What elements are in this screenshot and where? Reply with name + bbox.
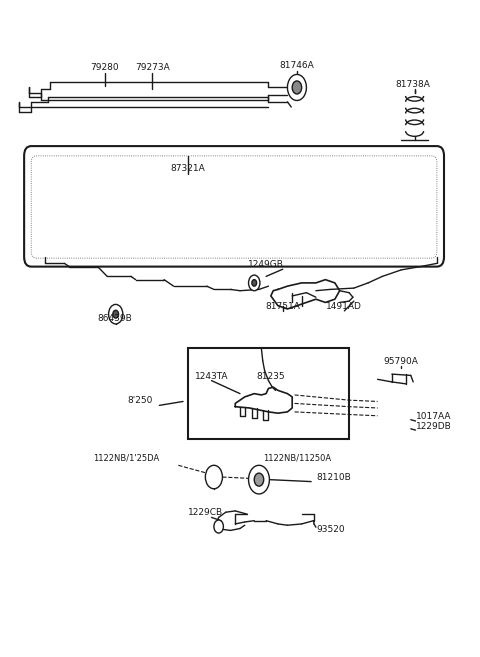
Text: 1122NB/1'25DA: 1122NB/1'25DA bbox=[93, 453, 159, 462]
Text: 1122NB/11250A: 1122NB/11250A bbox=[263, 453, 331, 462]
Circle shape bbox=[254, 473, 264, 486]
Circle shape bbox=[113, 310, 119, 318]
Text: 81235: 81235 bbox=[256, 372, 285, 380]
Circle shape bbox=[288, 74, 306, 101]
Circle shape bbox=[252, 280, 257, 286]
Text: 1243TA: 1243TA bbox=[195, 372, 228, 380]
Text: 81738A: 81738A bbox=[396, 79, 431, 89]
Circle shape bbox=[108, 304, 123, 324]
Text: 81746A: 81746A bbox=[279, 61, 314, 70]
Text: 87321A: 87321A bbox=[170, 164, 205, 173]
Text: 86439B: 86439B bbox=[97, 314, 132, 323]
Text: 95790A: 95790A bbox=[384, 357, 419, 366]
Text: 79280: 79280 bbox=[90, 64, 119, 72]
Circle shape bbox=[249, 275, 260, 290]
Text: 1229CB: 1229CB bbox=[188, 509, 223, 518]
Text: 81751A: 81751A bbox=[265, 302, 300, 311]
Text: 81210B: 81210B bbox=[316, 472, 351, 482]
Circle shape bbox=[214, 520, 223, 533]
Text: 1249GB: 1249GB bbox=[248, 260, 284, 269]
Text: 79273A: 79273A bbox=[135, 64, 169, 72]
Circle shape bbox=[292, 81, 301, 94]
Text: 1491AD: 1491AD bbox=[326, 302, 362, 311]
Circle shape bbox=[249, 465, 269, 494]
Text: 93520: 93520 bbox=[316, 525, 345, 533]
Text: 1017AA: 1017AA bbox=[416, 412, 451, 421]
Text: 1229DB: 1229DB bbox=[416, 422, 451, 432]
Text: 8'250: 8'250 bbox=[128, 396, 153, 405]
Bar bbox=[188, 348, 349, 440]
Circle shape bbox=[205, 465, 222, 489]
